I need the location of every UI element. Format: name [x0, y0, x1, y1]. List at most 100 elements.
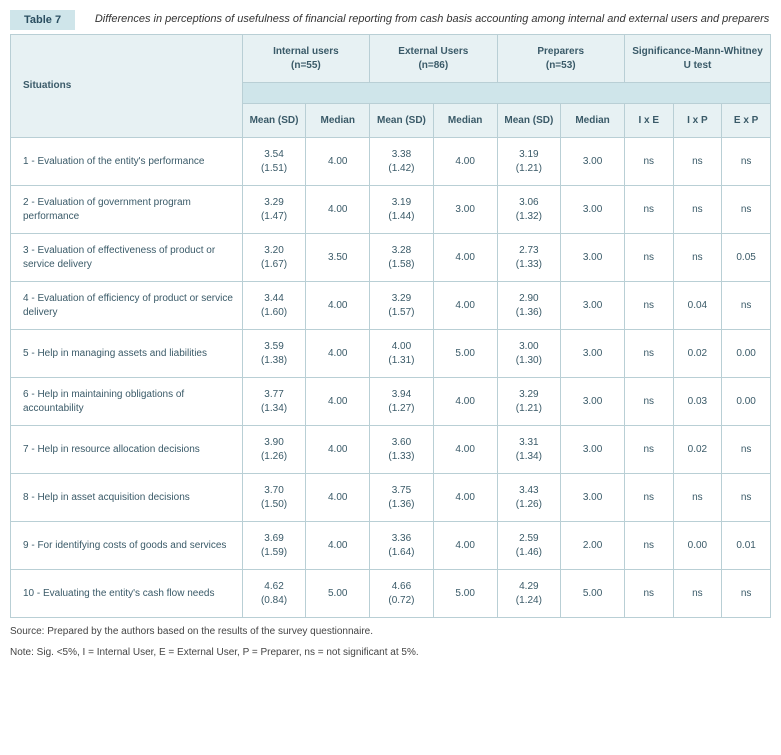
table-cell: 3.94(1.27)	[370, 378, 434, 426]
table-cell: 0.02	[673, 330, 722, 378]
table-cell: 3.00	[433, 186, 497, 234]
table-cell: 3.00	[561, 186, 625, 234]
table-cell: 4.00	[433, 138, 497, 186]
table-cell: ns	[673, 138, 722, 186]
table-cell: 5.00	[433, 570, 497, 618]
table-cell: 2 - Evaluation of government program per…	[11, 186, 243, 234]
table-cell: 3.43(1.26)	[497, 474, 561, 522]
table-cell: ns	[722, 426, 771, 474]
table-cell: 3.06(1.32)	[497, 186, 561, 234]
header-band-cell	[242, 83, 770, 104]
table-cell: 3.77(1.34)	[242, 378, 306, 426]
col-preparers: Preparers (n=53)	[497, 35, 624, 83]
table-cell: ns	[624, 474, 673, 522]
table-row: 2 - Evaluation of government program per…	[11, 186, 771, 234]
table-cell: 4.00	[433, 474, 497, 522]
col-internal-title: Internal users	[273, 46, 339, 57]
table-body: 1 - Evaluation of the entity's performan…	[11, 138, 771, 618]
table-cell: 4.00	[306, 138, 370, 186]
col-external-n: (n=86)	[418, 60, 448, 71]
table-cell: 4.00	[306, 522, 370, 570]
table-cell: 3.00	[561, 426, 625, 474]
col-ixe: I x E	[624, 103, 673, 138]
table-row: 8 - Help in asset acquisition decisions3…	[11, 474, 771, 522]
table-cell: 4.00	[433, 426, 497, 474]
table-cell: ns	[624, 234, 673, 282]
table-cell: ns	[722, 570, 771, 618]
table-row: 5 - Help in managing assets and liabilit…	[11, 330, 771, 378]
col-internal-median: Median	[306, 103, 370, 138]
table-cell: 7 - Help in resource allocation decision…	[11, 426, 243, 474]
table-cell: 3.00	[561, 474, 625, 522]
table-cell: 8 - Help in asset acquisition decisions	[11, 474, 243, 522]
table-row: 4 - Evaluation of efficiency of product …	[11, 282, 771, 330]
col-internal: Internal users (n=55)	[242, 35, 369, 83]
col-external-median: Median	[433, 103, 497, 138]
table-cell: ns	[673, 234, 722, 282]
table-cell: 4 - Evaluation of efficiency of product …	[11, 282, 243, 330]
table-row: 1 - Evaluation of the entity's performan…	[11, 138, 771, 186]
table-cell: 2.00	[561, 522, 625, 570]
table-cell: 3.29(1.21)	[497, 378, 561, 426]
table-cell: 2.90(1.36)	[497, 282, 561, 330]
col-external-mean: Mean (SD)	[370, 103, 434, 138]
table-cell: 3.59(1.38)	[242, 330, 306, 378]
table-cell: 3.29(1.47)	[242, 186, 306, 234]
table-cell: 4.62(0.84)	[242, 570, 306, 618]
table-cell: 5 - Help in managing assets and liabilit…	[11, 330, 243, 378]
table-cell: 3.00	[561, 282, 625, 330]
table-cell: 3.19(1.44)	[370, 186, 434, 234]
table-cell: ns	[624, 378, 673, 426]
col-ixp: I x P	[673, 103, 722, 138]
table-cell: 3.36(1.64)	[370, 522, 434, 570]
header-row-1: Situations Internal users (n=55) Externa…	[11, 35, 771, 83]
table-cell: 3.90(1.26)	[242, 426, 306, 474]
table-cell: 3.75(1.36)	[370, 474, 434, 522]
col-external-title: External Users	[398, 46, 468, 57]
table-row: 3 - Evaluation of effectiveness of produ…	[11, 234, 771, 282]
table-cell: 3.00	[561, 330, 625, 378]
table-cell: ns	[624, 138, 673, 186]
table-cell: 4.00(1.31)	[370, 330, 434, 378]
table-cell: 4.00	[306, 474, 370, 522]
table-cell: ns	[673, 570, 722, 618]
table-cell: 3.70(1.50)	[242, 474, 306, 522]
col-external: External Users (n=86)	[370, 35, 497, 83]
col-prep-median: Median	[561, 103, 625, 138]
table-row: 7 - Help in resource allocation decision…	[11, 426, 771, 474]
table-cell: ns	[722, 186, 771, 234]
data-table: Situations Internal users (n=55) Externa…	[10, 34, 771, 618]
label: Mean (SD)	[377, 115, 426, 126]
table-cell: 0.05	[722, 234, 771, 282]
table-cell: 10 - Evaluating the entity's cash flow n…	[11, 570, 243, 618]
table-cell: 0.00	[722, 378, 771, 426]
label: Mean (SD)	[250, 115, 299, 126]
table-cell: 6 - Help in maintaining obligations of a…	[11, 378, 243, 426]
table-cell: 3.00(1.30)	[497, 330, 561, 378]
table-cell: 4.00	[306, 186, 370, 234]
col-prep-mean: Mean (SD)	[497, 103, 561, 138]
col-significance: Significance-Mann-Whitney U test	[624, 35, 770, 83]
table-number-label: Table 7	[10, 10, 75, 30]
table-cell: ns	[673, 474, 722, 522]
col-preparers-n: (n=53)	[546, 60, 576, 71]
table-cell: ns	[624, 426, 673, 474]
table-cell: 0.01	[722, 522, 771, 570]
table-cell: 4.29(1.24)	[497, 570, 561, 618]
table-cell: 3.20(1.67)	[242, 234, 306, 282]
table-cell: 0.04	[673, 282, 722, 330]
table-cell: 4.00	[306, 330, 370, 378]
table-cell: 9 - For identifying costs of goods and s…	[11, 522, 243, 570]
table-cell: 4.00	[306, 282, 370, 330]
table-cell: ns	[624, 522, 673, 570]
table-cell: ns	[722, 474, 771, 522]
table-row: 9 - For identifying costs of goods and s…	[11, 522, 771, 570]
table-cell: 5.00	[561, 570, 625, 618]
table-cell: 4.00	[433, 378, 497, 426]
table-cell: 4.00	[306, 378, 370, 426]
table-cell: 0.02	[673, 426, 722, 474]
table-cell: 3.00	[561, 138, 625, 186]
footnote-note: Note: Sig. <5%, I = Internal User, E = E…	[10, 645, 771, 660]
table-cell: 3.29(1.57)	[370, 282, 434, 330]
table-cell: 3.00	[561, 378, 625, 426]
